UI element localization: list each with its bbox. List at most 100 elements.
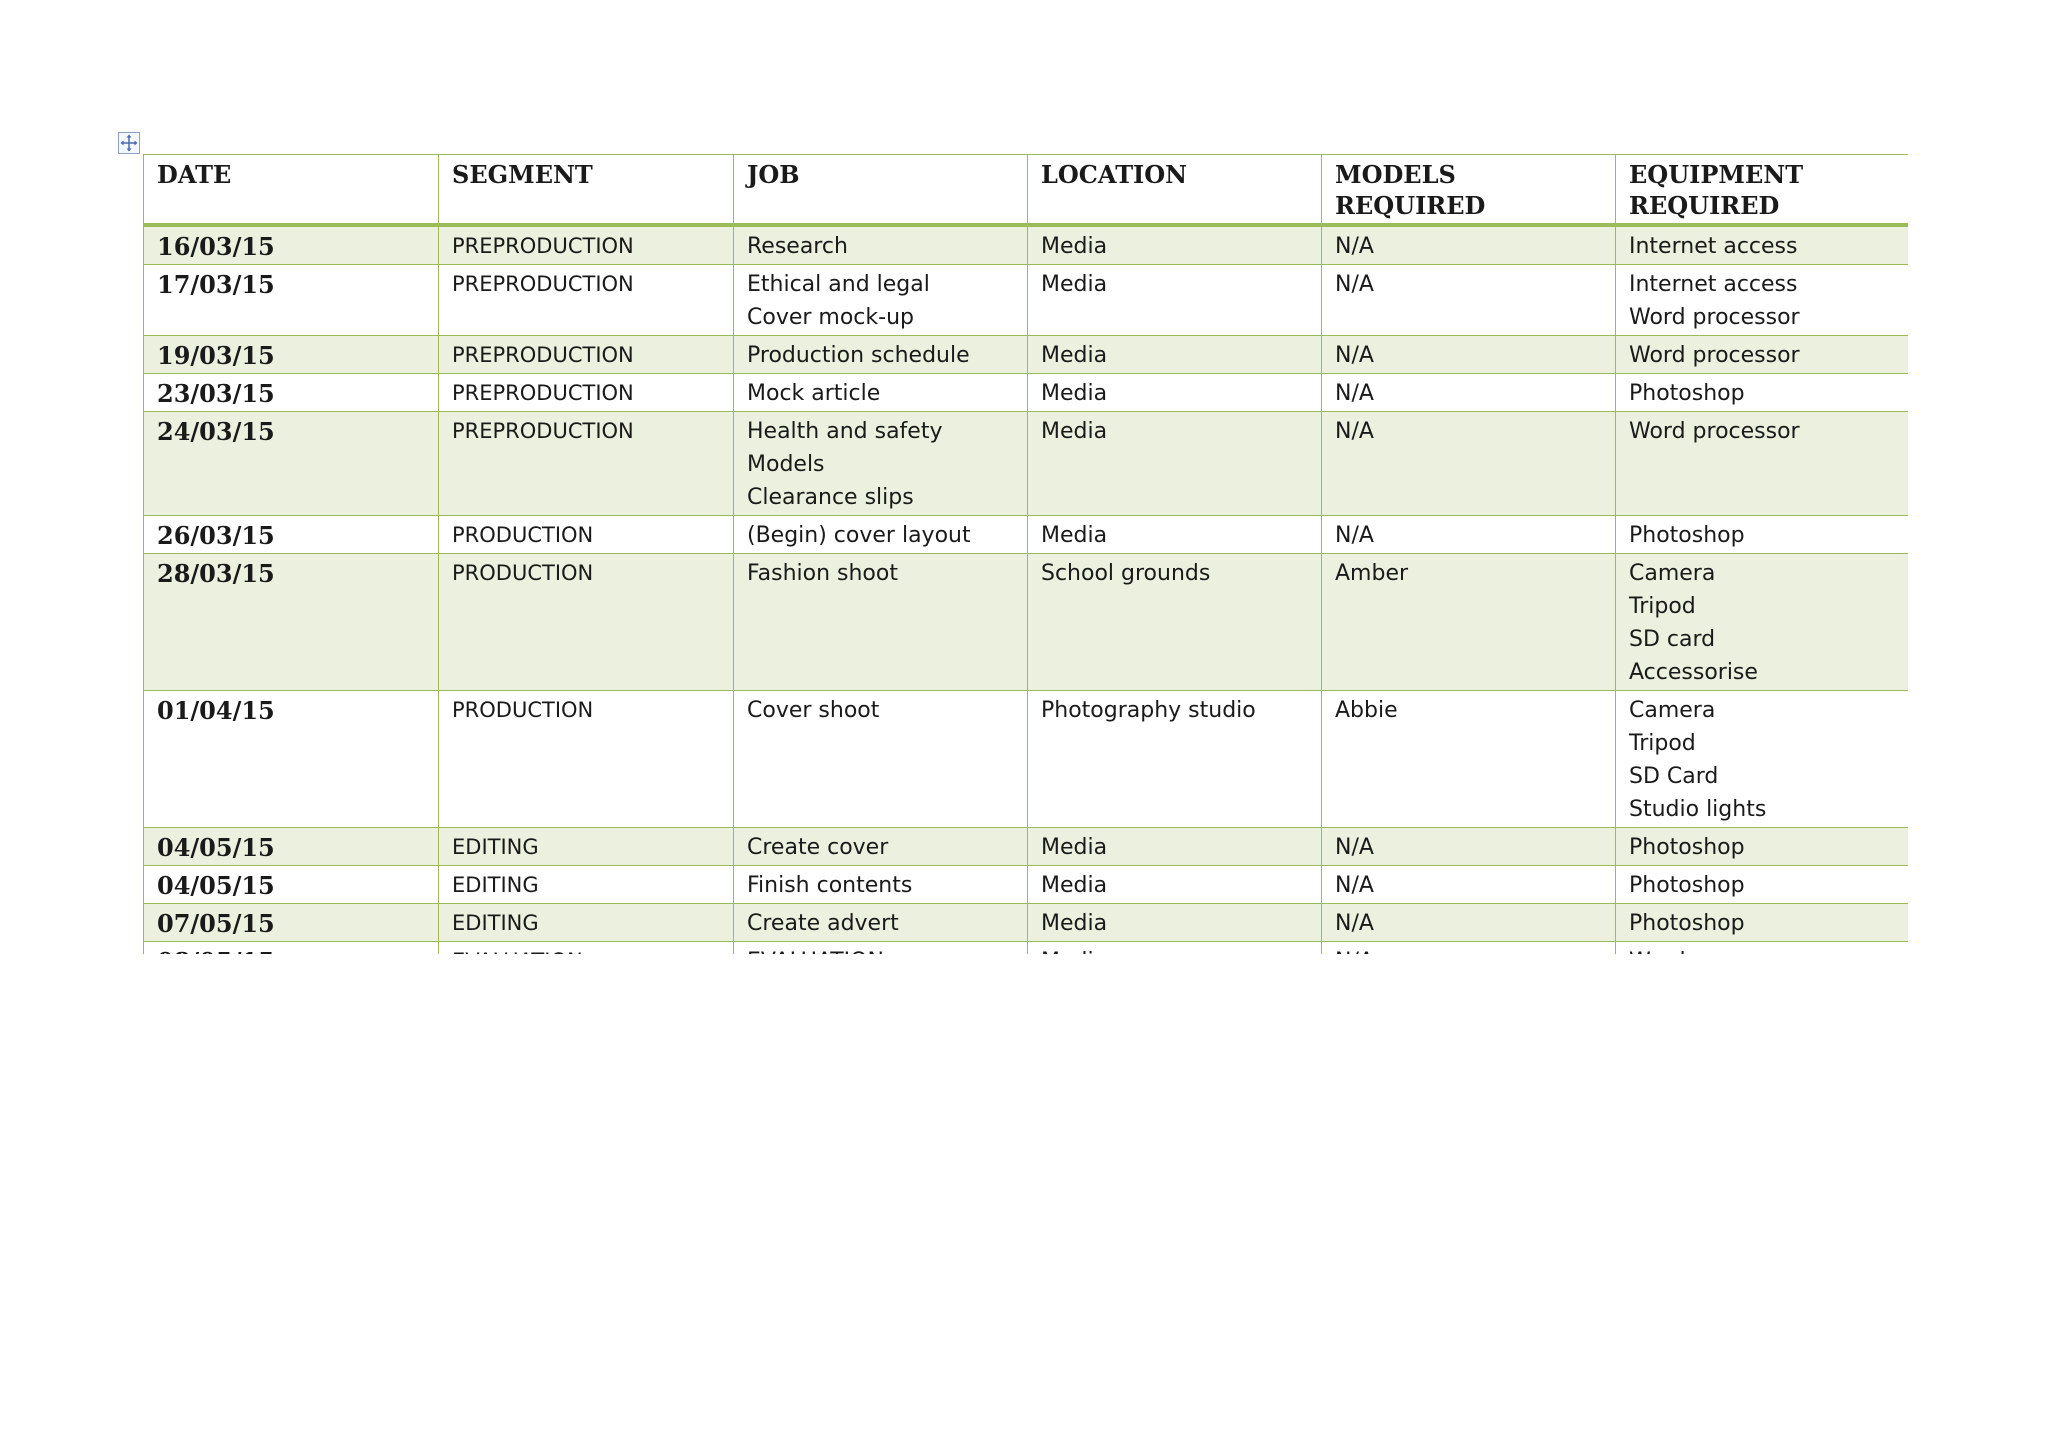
equipment-cell-line: Internet access [1629,234,1798,259]
location-cell: Media [1027,827,1322,866]
segment-cell: EDITING [438,865,734,904]
models-cell: N/A [1321,941,1616,954]
move-cross-icon [120,134,138,152]
segment-cell: EDITING [438,903,734,942]
table-row: 04/05/15 EDITING Create cover Media N/A Photo… [143,827,1908,866]
equipment-cell: Internet access Word processor [1615,264,1908,336]
job-cell-line: Health and safety [747,419,943,444]
date-cell: 04/05/15 [143,827,439,866]
equipment-cell: Photoshop [1615,373,1908,412]
date-cell: 23/03/15 [143,373,439,412]
equipment-cell-line: Photoshop [1629,381,1745,406]
job-cell-line: Ethical and legal [747,272,930,297]
job-cell-line: Fashion shoot [747,561,898,586]
header-location: LOCATION [1027,154,1322,227]
table-move-handle[interactable] [118,132,140,154]
job-cell-line: Production schedule [747,343,970,368]
equipment-cell-line: Photoshop [1629,835,1745,860]
production-schedule-table: DATE SEGMENT JOB LOCATION MODELS REQUIRE… [143,154,1908,954]
location-cell: Media [1027,335,1322,374]
job-cell-line: Cover mock-up [747,305,914,330]
job-cell: Mock article [733,373,1028,412]
table-row: 17/03/15 PREPRODUCTION Ethical and legal Co… [143,264,1908,336]
equipment-cell: Camera Tripod SD card Accessorise [1615,553,1908,691]
equipment-cell-line: Photoshop [1629,911,1745,936]
header-equipment-line2: REQUIRED [1629,191,1780,220]
equipment-cell-line: Word processor [1629,343,1800,368]
job-cell: Fashion shoot [733,553,1028,691]
job-cell: Research [733,224,1028,265]
job-cell: Cover shoot [733,690,1028,828]
location-cell: Media [1027,865,1322,904]
header-models-required: MODELS REQUIRED [1321,154,1616,227]
job-cell-line: EVALUATION [747,945,1014,954]
segment-cell: PREPRODUCTION [438,411,734,516]
table-row: 07/05/15 EDITING Create advert Media N/A Phot… [143,903,1908,942]
header-equipment-required: EQUIPMENT REQUIRED [1615,154,1908,227]
models-cell: N/A [1321,411,1616,516]
location-cell: Media [1027,373,1322,412]
models-cell: N/A [1321,224,1616,265]
equipment-cell-line: Word processor [1629,305,1800,330]
job-cell-line: Create advert [747,911,899,936]
job-cell-line: Mock article [747,381,881,406]
equipment-cell-line: Word processor [1629,419,1800,444]
equipment-cell: Word processor [1615,411,1908,516]
segment-cell: PRODUCTION [438,515,734,554]
equipment-cell-line: Photoshop [1629,523,1745,548]
table-body: 16/03/15 PREPRODUCTION Research Media N/A Int… [143,224,1908,954]
header-job: JOB [733,154,1028,227]
models-cell: N/A [1321,827,1616,866]
table-row: 04/05/15 EDITING Finish contents Media N/A Ph… [143,865,1908,904]
job-cell: Health and safety Models Clearance slips [733,411,1028,516]
equipment-cell: Photoshop [1615,827,1908,866]
segment-cell: EDITING [438,827,734,866]
job-cell: Create cover [733,827,1028,866]
table-row: 01/04/15 PRODUCTION Cover shoot Photography… [143,690,1908,828]
segment-cell: PRODUCTION [438,690,734,828]
date-cell: 07/05/15 [143,903,439,942]
table-row: 23/03/15 PREPRODUCTION Mock article Media N/… [143,373,1908,412]
equipment-cell-line: Tripod [1629,731,1696,756]
date-cell: 26/03/15 [143,515,439,554]
job-cell-line: Cover shoot [747,698,880,723]
job-cell-line: Research [747,234,848,259]
models-cell: N/A [1321,865,1616,904]
job-cell-line: Clearance slips [747,485,914,510]
equipment-cell: Internet access [1615,224,1908,265]
job-cell: Finish contents [733,865,1028,904]
schedule-table-container: DATE SEGMENT JOB LOCATION MODELS REQUIRE… [143,154,1908,954]
location-cell: Photography studio [1027,690,1322,828]
job-cell: Ethical and legal Cover mock-up [733,264,1028,336]
models-cell: Amber [1321,553,1616,691]
table-header-row: DATE SEGMENT JOB LOCATION MODELS REQUIRE… [143,154,1908,227]
date-cell: 08/05/15 [143,941,439,954]
equipment-cell-line: Camera [1629,561,1716,586]
date-cell: 19/03/15 [143,335,439,374]
job-cell-line: Models [747,452,825,477]
segment-cell: PREPRODUCTION [438,224,734,265]
equipment-cell-line: Photoshop [1629,873,1745,898]
equipment-cell-line: Studio lights [1629,797,1767,822]
location-cell: Media [1027,903,1322,942]
job-cell: Production schedule [733,335,1028,374]
location-cell: Media [1027,941,1322,954]
table-row: 16/03/15 PREPRODUCTION Research Media N/A Int… [143,224,1908,265]
job-cell-line: (Begin) cover layout [747,523,971,548]
models-cell: N/A [1321,373,1616,412]
segment-cell: PREPRODUCTION [438,373,734,412]
date-cell: 24/03/15 [143,411,439,516]
segment-cell: PREPRODUCTION [438,335,734,374]
job-cell: EVALUATION [733,941,1028,954]
models-cell: N/A [1321,515,1616,554]
header-date: DATE [143,154,439,227]
segment-cell: PRODUCTION [438,553,734,691]
equipment-cell: Photoshop [1615,515,1908,554]
equipment-cell-line: Word processor [1629,945,1896,954]
header-equipment-line1: EQUIPMENT [1629,160,1804,189]
location-cell: Media [1027,264,1322,336]
segment-cell: EVALUATION [438,941,734,954]
table-row: 19/03/15 PREPRODUCTION Production schedule… [143,335,1908,374]
segment-cell: PREPRODUCTION [438,264,734,336]
date-cell: 04/05/15 [143,865,439,904]
